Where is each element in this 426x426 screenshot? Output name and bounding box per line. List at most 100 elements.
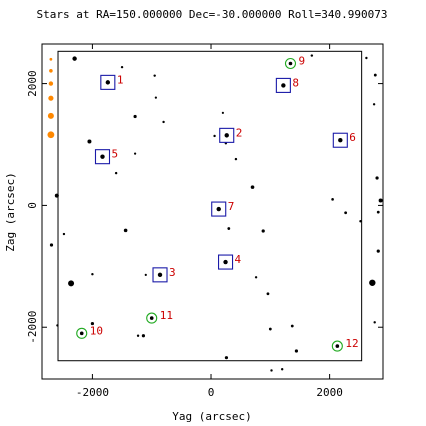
field-star	[144, 273, 147, 276]
field-star	[123, 228, 128, 233]
guide-star	[223, 259, 228, 265]
guide-star-label: 2	[236, 126, 243, 139]
guide-star-label: 7	[228, 200, 235, 213]
field-star	[373, 73, 377, 77]
field-stars	[49, 54, 383, 372]
magnitude-legend-dot	[47, 112, 54, 119]
guide-star-box	[219, 127, 235, 143]
field-star	[221, 111, 224, 114]
guide-star-box	[332, 132, 348, 148]
field-of-view-box	[57, 50, 363, 362]
x-tick-label: -2000	[76, 386, 109, 399]
acq-star	[149, 316, 154, 320]
guide-star	[281, 83, 286, 88]
guide-star	[100, 154, 105, 159]
acq-star-circle	[284, 57, 297, 70]
field-star	[378, 198, 383, 203]
guide-star	[224, 133, 229, 138]
field-star	[87, 139, 92, 144]
acq-star-label: 9	[298, 54, 305, 67]
field-star	[266, 292, 270, 296]
field-star	[133, 114, 137, 119]
guide-star-label: 5	[111, 148, 118, 161]
field-star	[290, 324, 294, 328]
magnitude-legend-dot	[47, 131, 55, 139]
field-star	[373, 321, 376, 324]
field-star	[213, 134, 216, 138]
guide-star-label: 1	[117, 73, 124, 86]
guide-star-label: 4	[235, 253, 242, 266]
field-star	[49, 243, 54, 247]
acq-star-label: 11	[160, 309, 173, 322]
field-star	[154, 96, 157, 99]
field-star	[72, 56, 77, 61]
guide-star-label: 6	[349, 131, 356, 144]
acq-star-label: 10	[90, 324, 103, 337]
field-star	[227, 227, 231, 230]
guide-star	[157, 272, 163, 278]
field-star	[372, 103, 376, 106]
field-star	[91, 273, 94, 276]
plot-frame	[41, 43, 384, 380]
field-star	[280, 368, 284, 371]
field-star	[369, 279, 376, 286]
field-star	[224, 356, 229, 360]
field-star	[294, 349, 299, 353]
field-star	[376, 249, 380, 253]
y-tick-label: -2000	[26, 311, 39, 344]
field-star	[376, 210, 380, 214]
guide-star-box	[100, 74, 116, 90]
y-axis-label: Zag (arcsec)	[4, 172, 17, 251]
acq-star-label: 12	[345, 337, 358, 350]
acq-star	[79, 331, 84, 336]
field-star	[254, 276, 258, 279]
y-axis: -2000 0 2000	[26, 70, 383, 344]
guide-star-box	[275, 77, 291, 93]
field-star	[114, 171, 118, 175]
field-star	[359, 220, 362, 223]
field-star	[268, 327, 272, 331]
field-star	[56, 324, 59, 327]
guide-stars: 1 2 3 4 5 6 7 8	[94, 73, 356, 283]
field-star	[365, 56, 368, 60]
field-star	[153, 74, 156, 77]
guide-star-box	[217, 254, 234, 270]
field-star	[68, 280, 75, 287]
field-star	[331, 198, 334, 201]
y-tick-label: 2000	[26, 70, 39, 97]
field-star	[62, 232, 66, 236]
x-tick-label: 2000	[316, 386, 343, 399]
field-star	[54, 193, 59, 198]
guide-star	[105, 80, 111, 85]
field-star	[134, 152, 137, 155]
guide-star	[216, 206, 221, 212]
magnitude-legend-dot	[49, 57, 53, 61]
field-star	[310, 54, 314, 57]
magnitude-legend-dot	[49, 69, 53, 73]
acq-star-circle	[146, 312, 158, 324]
guide-star-box	[211, 201, 227, 217]
field-star	[261, 229, 265, 233]
acq-star-circle	[76, 327, 88, 339]
guide-star-box	[152, 267, 168, 283]
field-star	[120, 65, 124, 69]
field-star	[90, 321, 95, 326]
x-tick-label: 0	[208, 386, 215, 399]
guide-star-label: 3	[169, 266, 176, 279]
x-axis-label: Yag (arcsec)	[172, 410, 251, 423]
x-axis: -2000 0 2000	[76, 44, 343, 399]
field-star	[250, 185, 255, 189]
acq-star	[288, 61, 293, 66]
field-star	[344, 211, 348, 215]
field-star	[141, 334, 146, 338]
guide-star-label: 8	[292, 76, 299, 89]
magnitude-legend-dot	[48, 81, 54, 86]
field-star	[270, 369, 273, 372]
field-star	[375, 176, 379, 180]
guide-star	[338, 138, 343, 143]
field-star	[162, 120, 165, 124]
field-star	[136, 334, 140, 337]
acq-star	[335, 344, 340, 348]
